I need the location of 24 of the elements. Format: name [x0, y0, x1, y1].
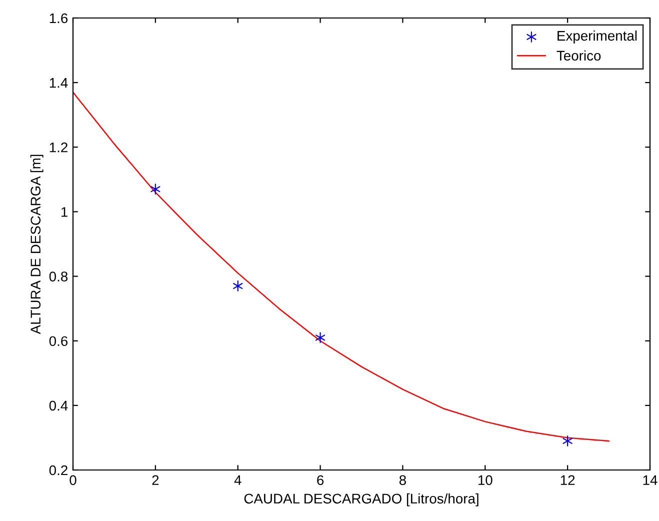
x-tick-label: 6	[317, 475, 324, 486]
point	[233, 280, 243, 292]
x-tick-label: 10	[478, 475, 492, 486]
legend-label: Teorico	[556, 50, 601, 61]
y-tick-label: 1	[61, 207, 68, 217]
y-tick-label: 1.6	[50, 13, 68, 24]
y-axis-title: ALTURA DE DESCARGA [m]	[30, 154, 44, 334]
y-tick-label: 0.6	[49, 336, 68, 346]
y-tick-label: 1.4	[50, 78, 68, 88]
x-tick-label: 2	[152, 475, 159, 485]
x-tick-label: 8	[399, 475, 406, 486]
x-tick-label: 12	[560, 475, 575, 485]
x-tick-label: 4	[234, 475, 242, 485]
point	[562, 435, 572, 446]
y-tick-label: 1.2	[50, 142, 68, 152]
x-axis-title: CAUDAL DESCARGADO [Litros/hora]	[244, 493, 478, 506]
point	[315, 332, 326, 344]
point	[150, 184, 160, 195]
y-tick-label: 0.2	[49, 465, 68, 476]
x-tick-label: 0	[70, 475, 76, 486]
x-tick-label: 14	[643, 475, 658, 485]
legend-label: Experimental	[558, 30, 637, 44]
y-tick-label: 0.4	[49, 400, 68, 411]
y-tick-label: 0.8	[49, 272, 68, 282]
